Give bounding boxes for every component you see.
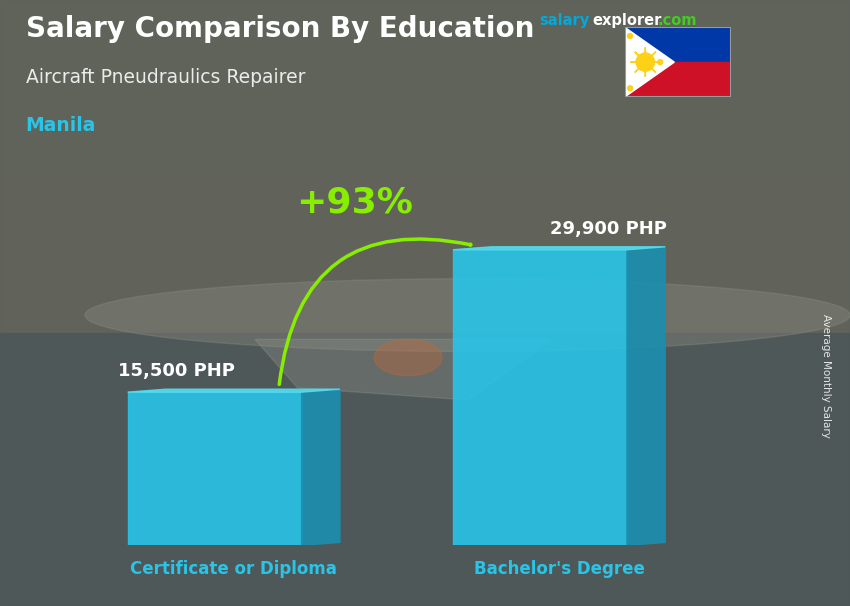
Text: .com: .com	[658, 13, 697, 28]
Polygon shape	[128, 389, 340, 392]
Text: Bachelor's Degree: Bachelor's Degree	[473, 560, 644, 578]
Bar	[0, 53, 850, 72]
Circle shape	[658, 59, 663, 65]
Polygon shape	[302, 389, 340, 545]
Polygon shape	[453, 247, 666, 250]
Bar	[0, 102, 850, 121]
Polygon shape	[635, 52, 643, 61]
Bar	[0, 266, 850, 284]
Bar	[0, 4, 850, 22]
Text: explorer: explorer	[592, 13, 662, 28]
Bar	[0, 21, 850, 39]
Text: 15,500 PHP: 15,500 PHP	[118, 362, 235, 381]
Text: salary: salary	[540, 13, 590, 28]
Bar	[0, 233, 850, 251]
Ellipse shape	[374, 339, 442, 376]
Bar	[0, 119, 850, 137]
Bar	[0, 168, 850, 186]
Polygon shape	[635, 64, 643, 73]
Bar	[0, 299, 850, 317]
Bar	[0, 37, 850, 55]
Bar	[453, 250, 627, 545]
Text: Manila: Manila	[26, 116, 96, 135]
Text: Certificate or Diploma: Certificate or Diploma	[130, 560, 337, 578]
Text: 29,900 PHP: 29,900 PHP	[550, 220, 666, 238]
Bar	[0, 152, 850, 170]
Bar	[0, 0, 850, 333]
Bar	[0, 315, 850, 333]
Polygon shape	[627, 247, 666, 545]
Polygon shape	[645, 65, 646, 77]
Text: Average Monthly Salary: Average Monthly Salary	[821, 314, 831, 438]
Polygon shape	[255, 339, 552, 400]
Text: Aircraft Pneudraulics Repairer: Aircraft Pneudraulics Repairer	[26, 68, 305, 87]
Bar	[0, 201, 850, 219]
Polygon shape	[625, 27, 674, 97]
Bar	[0, 282, 850, 301]
Ellipse shape	[85, 279, 850, 351]
Bar	[625, 62, 731, 97]
Bar	[128, 392, 302, 545]
Polygon shape	[645, 47, 646, 59]
Circle shape	[627, 33, 632, 38]
Circle shape	[627, 86, 632, 91]
Bar	[0, 135, 850, 153]
Bar	[0, 333, 850, 606]
Circle shape	[636, 53, 654, 71]
Bar	[0, 217, 850, 235]
Bar	[0, 86, 850, 104]
Polygon shape	[647, 52, 656, 61]
Bar	[0, 184, 850, 202]
Bar	[0, 250, 850, 268]
Text: +93%: +93%	[296, 185, 413, 219]
Bar	[625, 27, 731, 62]
FancyArrowPatch shape	[280, 239, 471, 384]
Bar	[0, 70, 850, 88]
Polygon shape	[647, 64, 656, 73]
Text: Salary Comparison By Education: Salary Comparison By Education	[26, 15, 534, 43]
